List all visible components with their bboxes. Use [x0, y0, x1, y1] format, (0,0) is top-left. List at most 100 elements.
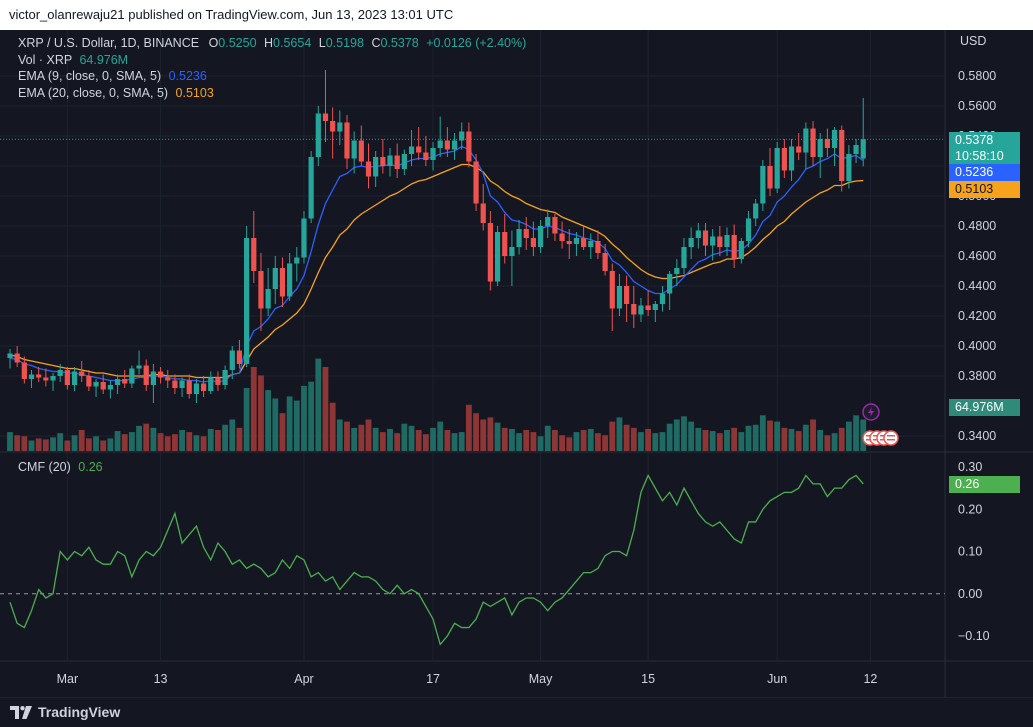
candle	[7, 349, 13, 369]
candle-body	[14, 353, 20, 363]
candle	[681, 238, 687, 274]
candle	[387, 148, 393, 177]
candle-body	[788, 146, 795, 171]
candle	[408, 130, 415, 166]
candle	[279, 257, 286, 307]
candle-body	[423, 152, 429, 160]
y-tick-label: 0.4600	[958, 249, 996, 263]
volume-bar	[767, 420, 773, 451]
price-chart[interactable]: Mar13Apr17May15Jun120.58000.56000.54000.…	[0, 30, 1033, 697]
lightning-bolt-icon	[868, 407, 874, 417]
candle	[287, 253, 293, 301]
candle-body	[595, 241, 601, 253]
publish-line: victor_olanrewaju21 published on Trading…	[9, 7, 454, 22]
candle	[738, 238, 744, 264]
candle	[351, 131, 357, 174]
candle-body	[767, 166, 773, 189]
candle	[509, 230, 515, 286]
candle-body	[272, 268, 278, 289]
cmf-legend: CMF (20) 0.26	[18, 460, 103, 474]
candle	[602, 244, 608, 276]
y-tick-label: 0.4000	[958, 339, 996, 353]
candle-body	[473, 161, 479, 204]
cmf-tick-label: 0.00	[958, 587, 982, 601]
candle-body	[530, 238, 537, 247]
volume-bar	[179, 430, 185, 451]
candle-body	[244, 238, 250, 364]
candle	[444, 127, 450, 157]
candle	[208, 371, 214, 394]
candle-body	[351, 140, 357, 159]
volume-bar	[164, 436, 171, 451]
volume-legend: Vol · XRP 64.976M	[18, 53, 128, 67]
candle	[215, 371, 221, 391]
volume-bar	[509, 428, 515, 451]
volume-bar	[738, 432, 745, 451]
volume-bar	[128, 432, 135, 451]
candle-body	[380, 157, 386, 166]
candle	[516, 220, 522, 255]
volume-bar	[566, 437, 573, 451]
candle-body	[7, 353, 13, 358]
candle-body	[674, 268, 680, 274]
candle	[100, 374, 106, 394]
candle	[229, 346, 235, 379]
candle-body	[559, 233, 565, 241]
volume-bar	[222, 424, 228, 451]
volume-bar	[630, 427, 637, 451]
candle-body	[444, 140, 450, 150]
volume-bar	[250, 367, 257, 451]
candle-body	[157, 371, 164, 378]
candle	[853, 139, 859, 163]
volume-bar	[308, 381, 315, 451]
candle	[860, 97, 866, 167]
candle-body	[365, 161, 372, 177]
volume-bar	[150, 427, 157, 451]
volume-tag: 64.976M	[949, 399, 1020, 416]
candle	[129, 365, 135, 388]
cmf-tick-label: 0.10	[958, 545, 982, 559]
ema9-label: EMA (9, close, 0, SMA, 5)	[18, 69, 162, 83]
candle-body	[93, 382, 99, 387]
candle-body	[537, 226, 544, 247]
candle-body	[803, 128, 809, 153]
volume-bar	[415, 430, 422, 451]
candle	[710, 229, 716, 261]
candle-body	[129, 368, 135, 384]
candle-body	[831, 130, 838, 148]
candle	[753, 199, 759, 226]
candle	[502, 214, 508, 264]
volume-bar	[28, 440, 35, 451]
tradingview-logo[interactable]: TradingView	[10, 704, 120, 720]
volume-bar	[93, 436, 99, 451]
event-markers[interactable]	[862, 403, 899, 446]
candle	[265, 268, 271, 316]
candle	[64, 367, 70, 390]
candle	[451, 133, 458, 160]
candle	[824, 128, 830, 157]
volume-bar	[595, 433, 601, 451]
volume-bar	[143, 423, 150, 451]
candle-body	[301, 218, 307, 258]
candle	[487, 211, 493, 291]
candle-body	[516, 229, 522, 247]
volume-bar	[78, 430, 85, 451]
candle	[796, 133, 802, 160]
ema20-price-tag: 0.5103	[949, 181, 1020, 198]
x-tick-label: May	[529, 672, 553, 686]
candle-body	[602, 253, 608, 271]
candle-body	[451, 140, 458, 150]
grid	[0, 30, 1033, 697]
candle-body	[100, 382, 106, 390]
candle	[437, 116, 443, 157]
candle-body	[43, 377, 49, 381]
x-tick-label: 17	[426, 672, 440, 686]
candle	[258, 253, 264, 331]
ema20-legend: EMA (20, close, 0, SMA, 5) 0.5103	[18, 86, 214, 100]
ema9-price-tag: 0.5236	[949, 164, 1020, 181]
volume-bar	[552, 430, 558, 451]
candle	[136, 350, 142, 375]
symbol-title: XRP / U.S. Dollar, 1D, BINANCE	[18, 36, 200, 50]
volume-bar	[530, 432, 537, 451]
volume-bar	[387, 428, 393, 451]
